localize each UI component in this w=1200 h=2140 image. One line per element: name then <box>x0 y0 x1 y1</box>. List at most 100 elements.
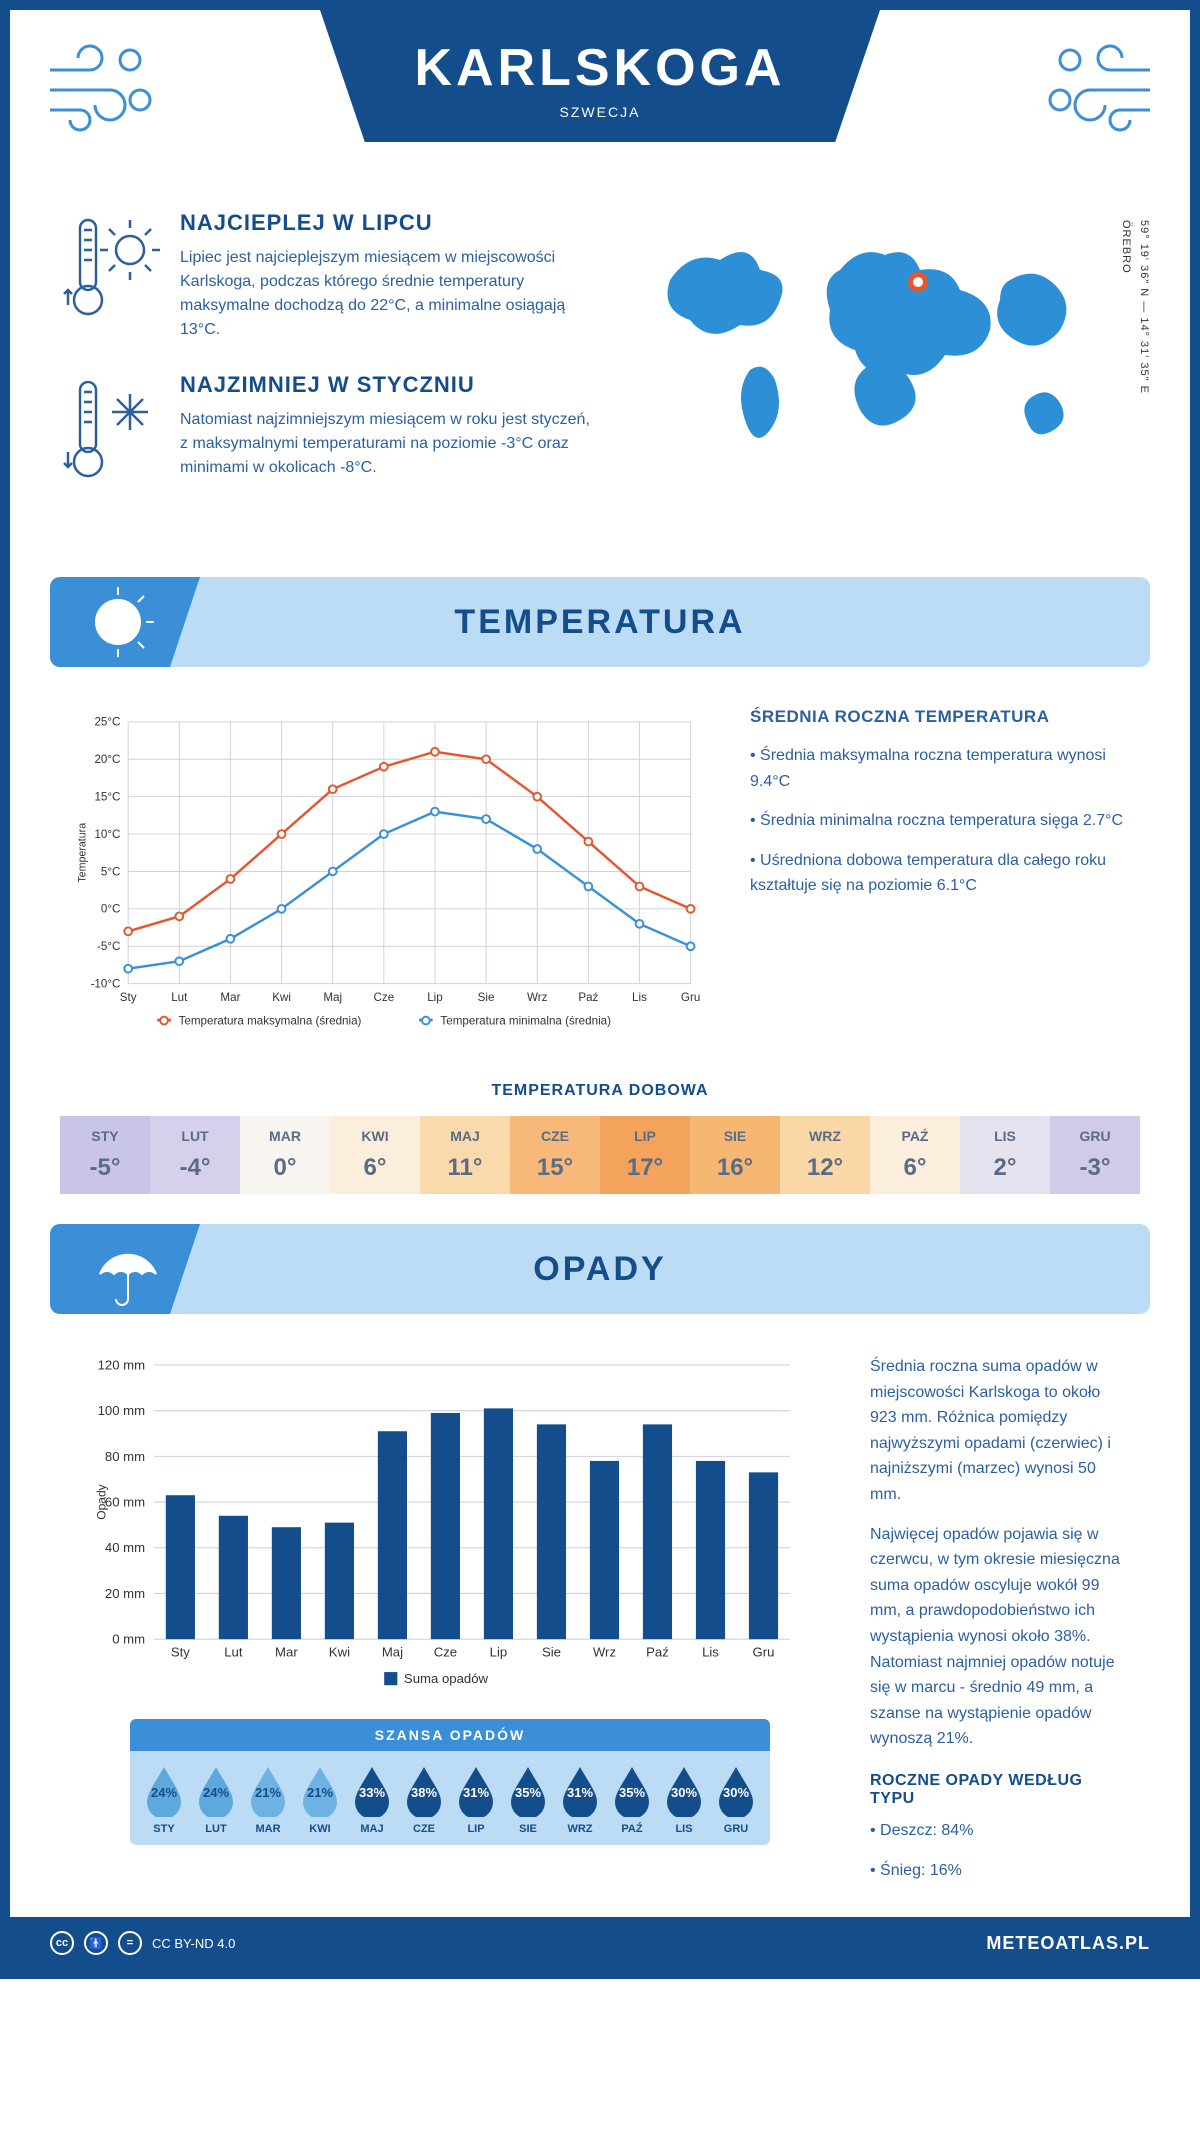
svg-text:Mar: Mar <box>275 1645 298 1660</box>
precip-title: OPADY <box>533 1250 666 1289</box>
precip-chance-drop: 24% STY <box>138 1765 190 1835</box>
wind-icon <box>40 30 170 145</box>
page-frame: KARLSKOGA SZWECJA <box>0 0 1200 1979</box>
precip-chance-box: SZANSA OPADÓW 24% STY 24% LUT 21% MAR 21… <box>130 1719 770 1845</box>
svg-text:Gru: Gru <box>753 1645 775 1660</box>
precip-type-title: ROCZNE OPADY WEDŁUG TYPU <box>870 1772 1130 1808</box>
daily-temp-cell: WRZ12° <box>780 1116 870 1194</box>
svg-text:0 mm: 0 mm <box>112 1632 145 1647</box>
svg-text:Maj: Maj <box>382 1645 403 1660</box>
temperature-title: TEMPERATURA <box>454 603 745 642</box>
svg-text:Maj: Maj <box>323 991 342 1004</box>
svg-text:20°C: 20°C <box>94 753 120 766</box>
temperature-chart-row: -10°C-5°C0°C5°C10°C15°C20°C25°CStyLutMar… <box>10 687 1190 1072</box>
nd-icon: = <box>118 1931 142 1955</box>
svg-text:5°C: 5°C <box>101 865 121 878</box>
svg-text:15°C: 15°C <box>94 791 120 804</box>
daily-temp-cell: SIE16° <box>690 1116 780 1194</box>
svg-text:100 mm: 100 mm <box>98 1403 146 1418</box>
summary-b2: • Średnia minimalna roczna temperatura s… <box>750 808 1130 834</box>
daily-temp-cell: STY-5° <box>60 1116 150 1194</box>
header-banner: KARLSKOGA SZWECJA <box>320 10 880 142</box>
hottest-text: Lipiec jest najcieplejszym miesiącem w m… <box>180 246 600 342</box>
daily-temp-cell: CZE15° <box>510 1116 600 1194</box>
svg-text:Sty: Sty <box>171 1645 190 1660</box>
site-name: METEOATLAS.PL <box>986 1933 1150 1954</box>
precip-section-header: OPADY <box>50 1224 1150 1314</box>
daily-temp-title: TEMPERATURA DOBOWA <box>10 1082 1190 1100</box>
daily-temp-cell: PAŹ6° <box>870 1116 960 1194</box>
precip-chance-drop: 33% MAJ <box>346 1765 398 1835</box>
svg-text:Temperatura maksymalna (średni: Temperatura maksymalna (średnia) <box>179 1014 362 1027</box>
precip-chance-drop: 31% LIP <box>450 1765 502 1835</box>
svg-text:Lut: Lut <box>171 991 188 1004</box>
svg-text:Mar: Mar <box>220 991 240 1004</box>
precip-chance-drop: 31% WRZ <box>554 1765 606 1835</box>
summary-title: ŚREDNIA ROCZNA TEMPERATURA <box>750 707 1130 727</box>
summary-b3: • Uśredniona dobowa temperatura dla całe… <box>750 848 1130 899</box>
svg-text:Cze: Cze <box>373 991 394 1004</box>
precip-chance-drop: 35% SIE <box>502 1765 554 1835</box>
svg-text:Sie: Sie <box>478 991 495 1004</box>
daily-temp-cell: MAJ11° <box>420 1116 510 1194</box>
precip-chance-drop: 38% CZE <box>398 1765 450 1835</box>
daily-temp-cell: LIP17° <box>600 1116 690 1194</box>
precip-type1: • Deszcz: 84% <box>870 1818 1130 1844</box>
precip-chance-drop: 21% KWI <box>294 1765 346 1835</box>
svg-text:10°C: 10°C <box>94 828 120 841</box>
svg-text:Paź: Paź <box>646 1645 669 1660</box>
umbrella-icon <box>50 1224 200 1314</box>
coldest-text: Natomiast najzimniejszym miesiącem w rok… <box>180 408 600 480</box>
city-name: KARLSKOGA <box>320 38 880 98</box>
header: KARLSKOGA SZWECJA <box>10 10 1190 190</box>
precip-chance-drop: 30% LIS <box>658 1765 710 1835</box>
temperature-section-header: TEMPERATURA <box>50 577 1150 667</box>
country-name: SZWECJA <box>320 104 880 120</box>
daily-temp-cell: LIS2° <box>960 1116 1050 1194</box>
precip-bar-chart: 0 mm 20 mm 40 mm 60 mm 80 mm 100 mm 120 mm Opad… <box>70 1354 830 1694</box>
svg-text:60 mm: 60 mm <box>105 1494 145 1509</box>
precip-chance-drop: 30% GRU <box>710 1765 762 1835</box>
svg-text:Sty: Sty <box>120 991 137 1004</box>
svg-text:Sie: Sie <box>542 1645 561 1660</box>
precip-p1: Średnia roczna suma opadów w miejscowośc… <box>870 1354 1130 1508</box>
svg-text:20 mm: 20 mm <box>105 1586 145 1601</box>
coldest-title: NAJZIMNIEJ W STYCZNIU <box>180 372 600 398</box>
chance-title: SZANSA OPADÓW <box>130 1719 770 1751</box>
svg-text:Opady: Opady <box>95 1484 109 1520</box>
thermometer-snow-icon <box>60 372 160 497</box>
svg-text:Lip: Lip <box>427 991 443 1004</box>
intro-section: NAJCIEPLEJ W LIPCU Lipiec jest najcieple… <box>10 190 1190 557</box>
svg-text:Kwi: Kwi <box>272 991 291 1004</box>
by-icon: 🚹 <box>84 1931 108 1955</box>
svg-text:Gru: Gru <box>681 991 700 1004</box>
world-map: ÖREBRO 59° 19' 36" N — 14° 31' 35" E <box>640 210 1140 527</box>
precip-p2: Najwięcej opadów pojawia się w czerwcu, … <box>870 1522 1130 1752</box>
svg-text:-5°C: -5°C <box>97 940 120 953</box>
svg-text:Cze: Cze <box>434 1645 457 1660</box>
hottest-block: NAJCIEPLEJ W LIPCU Lipiec jest najcieple… <box>60 210 600 342</box>
svg-text:0°C: 0°C <box>101 903 121 916</box>
daily-temp-cell: KWI6° <box>330 1116 420 1194</box>
daily-temp-table: STY-5°LUT-4°MAR0°KWI6°MAJ11°CZE15°LIP17°… <box>60 1116 1140 1194</box>
precip-chance-drop: 35% PAŹ <box>606 1765 658 1835</box>
precip-type2: • Śnieg: 16% <box>870 1858 1130 1884</box>
svg-text:Lip: Lip <box>490 1645 508 1660</box>
svg-text:Lis: Lis <box>702 1645 719 1660</box>
svg-text:Suma opadów: Suma opadów <box>404 1671 489 1686</box>
temperature-line-chart: -10°C-5°C0°C5°C10°C15°C20°C25°CStyLutMar… <box>70 707 710 1047</box>
svg-text:80 mm: 80 mm <box>105 1449 145 1464</box>
svg-text:Kwi: Kwi <box>329 1645 350 1660</box>
svg-text:Temperatura minimalna (średnia: Temperatura minimalna (średnia) <box>440 1014 611 1027</box>
location-marker <box>908 272 928 292</box>
svg-text:40 mm: 40 mm <box>105 1540 145 1555</box>
daily-temp-cell: MAR0° <box>240 1116 330 1194</box>
precip-summary: Średnia roczna suma opadów w miejscowośc… <box>870 1354 1130 1897</box>
svg-text:Paź: Paź <box>578 991 598 1004</box>
svg-text:Lut: Lut <box>224 1645 243 1660</box>
wind-icon <box>1030 30 1160 145</box>
svg-text:120 mm: 120 mm <box>98 1357 146 1372</box>
sun-icon <box>50 577 200 667</box>
precip-chart-row: 0 mm 20 mm 40 mm 60 mm 80 mm 100 mm 120 mm Opad… <box>10 1334 1190 1917</box>
precip-chance-drop: 24% LUT <box>190 1765 242 1835</box>
